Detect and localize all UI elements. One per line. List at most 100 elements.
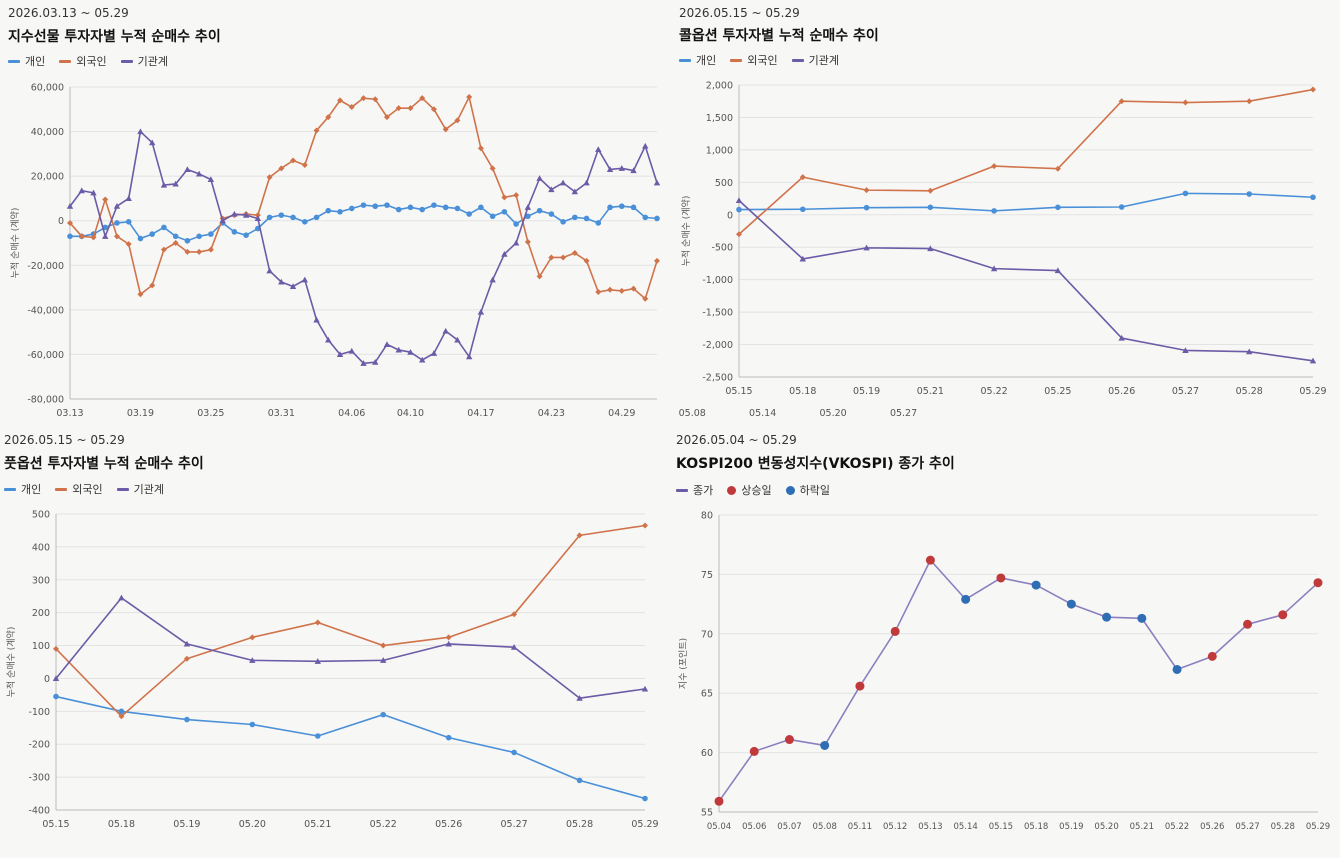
chart1-point[interactable]: [536, 273, 543, 280]
chart1-point[interactable]: [489, 213, 496, 220]
chart2-point[interactable]: [1054, 267, 1062, 274]
chart4-legend-item-1[interactable]: 상승일: [727, 482, 772, 498]
chart1-point[interactable]: [372, 203, 379, 210]
chart1-point[interactable]: [489, 276, 496, 283]
chart3-point[interactable]: [249, 721, 256, 728]
chart1-point[interactable]: [630, 167, 637, 174]
chart2-point[interactable]: [1246, 348, 1253, 355]
chart4-point[interactable]: [855, 681, 865, 691]
chart1-point[interactable]: [313, 127, 320, 134]
chart1-point[interactable]: [431, 202, 437, 208]
chart1-point[interactable]: [489, 165, 496, 172]
chart3-legend-item-0[interactable]: 개인: [4, 481, 41, 497]
chart4-point[interactable]: [1102, 612, 1112, 622]
chart1-point[interactable]: [384, 202, 390, 208]
chart2-point[interactable]: [735, 197, 743, 204]
chart1-point[interactable]: [583, 179, 590, 186]
chart1-point[interactable]: [559, 179, 567, 186]
chart4-point[interactable]: [996, 573, 1006, 583]
chart2-point[interactable]: [863, 244, 870, 251]
chart1-point[interactable]: [208, 231, 214, 237]
chart4-point[interactable]: [1031, 580, 1041, 590]
chart2-point[interactable]: [736, 231, 742, 238]
chart1-point[interactable]: [125, 219, 132, 225]
chart2-point[interactable]: [1182, 347, 1189, 353]
chart3-point[interactable]: [53, 645, 59, 652]
chart1-point[interactable]: [266, 174, 273, 181]
chart2-point[interactable]: [991, 208, 997, 214]
chart1-point[interactable]: [302, 219, 308, 225]
chart1-point[interactable]: [301, 162, 308, 168]
chart1-point[interactable]: [125, 241, 132, 248]
chart2-point[interactable]: [1246, 191, 1253, 197]
chart3-point[interactable]: [641, 685, 649, 692]
chart2-point[interactable]: [799, 206, 806, 213]
chart1-point[interactable]: [161, 224, 167, 231]
chart3-point[interactable]: [576, 532, 583, 539]
chart3-point[interactable]: [314, 658, 321, 664]
chart1-point[interactable]: [289, 283, 297, 290]
chart1-point[interactable]: [501, 250, 508, 257]
chart2-point[interactable]: [799, 174, 806, 181]
chart1-point[interactable]: [114, 220, 120, 226]
chart1-point[interactable]: [572, 214, 578, 221]
chart1-point[interactable]: [313, 214, 320, 221]
chart3-point[interactable]: [314, 619, 321, 626]
chart2-legend-item-1[interactable]: 외국인: [730, 52, 778, 68]
chart4-point[interactable]: [1207, 651, 1217, 661]
chart3-point[interactable]: [510, 644, 518, 650]
chart4-point[interactable]: [1066, 599, 1076, 609]
chart1-point[interactable]: [125, 195, 132, 201]
chart1-point[interactable]: [278, 212, 285, 218]
chart1-point[interactable]: [149, 231, 155, 237]
chart1-point[interactable]: [290, 214, 296, 221]
chart4-point[interactable]: [1172, 664, 1182, 674]
chart1-point[interactable]: [583, 257, 590, 264]
chart1-point[interactable]: [372, 96, 379, 103]
chart1-point[interactable]: [477, 145, 484, 152]
chart1-point[interactable]: [184, 248, 191, 255]
chart1-point[interactable]: [336, 351, 344, 357]
chart1-point[interactable]: [630, 285, 637, 292]
chart1-legend-item-2[interactable]: 기관계: [120, 53, 168, 69]
chart1-point[interactable]: [337, 209, 343, 215]
chart1-point[interactable]: [630, 204, 637, 211]
chart1-point[interactable]: [571, 188, 579, 195]
chart1-point[interactable]: [301, 276, 308, 283]
chart4-point[interactable]: [1278, 610, 1288, 620]
chart1-point[interactable]: [478, 204, 484, 211]
chart2-point[interactable]: [1118, 98, 1125, 105]
chart2-point[interactable]: [736, 206, 742, 213]
chart1-point[interactable]: [195, 170, 203, 177]
chart1-point[interactable]: [137, 291, 144, 298]
chart1-point[interactable]: [90, 234, 97, 241]
chart3-point[interactable]: [576, 694, 583, 701]
chart1-point[interactable]: [383, 341, 391, 347]
chart3-point[interactable]: [380, 642, 387, 649]
chart1-point[interactable]: [67, 233, 73, 240]
chart1-point[interactable]: [642, 142, 649, 149]
chart1-point[interactable]: [607, 204, 613, 211]
chart3-point[interactable]: [642, 522, 648, 529]
chart1-point[interactable]: [242, 211, 250, 218]
chart1-point[interactable]: [348, 205, 355, 212]
chart3-point[interactable]: [576, 777, 583, 784]
chart1-point[interactable]: [243, 232, 249, 238]
chart2-point[interactable]: [1118, 204, 1125, 210]
chart1-point[interactable]: [442, 327, 449, 334]
chart3-point[interactable]: [380, 711, 387, 718]
chart1-point[interactable]: [184, 237, 191, 244]
chart3-point[interactable]: [183, 655, 190, 662]
chart1-point[interactable]: [348, 104, 355, 111]
chart1-point[interactable]: [383, 114, 390, 121]
chart1-point[interactable]: [536, 207, 543, 214]
chart1-point[interactable]: [501, 209, 508, 215]
chart3-point[interactable]: [52, 675, 60, 682]
chart1-point[interactable]: [172, 240, 179, 246]
chart1-point[interactable]: [172, 180, 179, 187]
chart3-point[interactable]: [511, 611, 518, 618]
chart1-point[interactable]: [430, 106, 437, 113]
chart1-point[interactable]: [266, 267, 273, 274]
chart4-legend-item-0[interactable]: 종가: [676, 482, 713, 498]
chart2-point[interactable]: [1054, 165, 1061, 172]
